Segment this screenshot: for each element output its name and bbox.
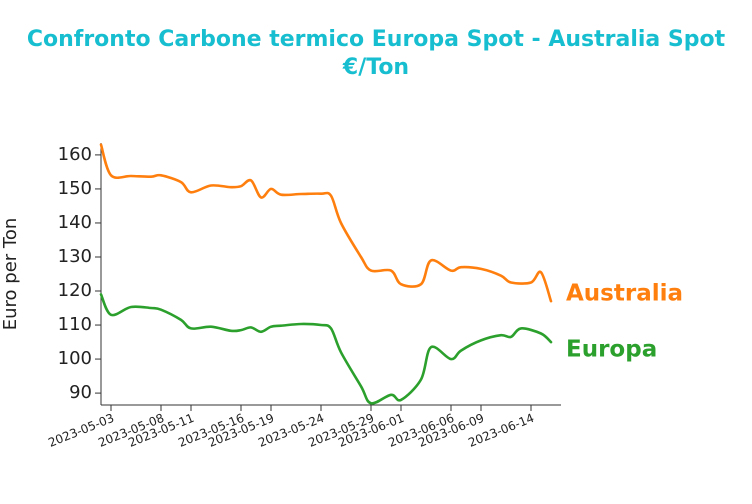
series-label-australia: Australia — [566, 281, 683, 307]
y-tick-label: 140 — [58, 212, 92, 233]
series-group — [99, 143, 553, 405]
series-line-europa — [99, 293, 553, 405]
y-tick-label: 90 — [69, 382, 92, 403]
y-tick-label: 130 — [58, 246, 92, 267]
y-tick-label: 100 — [58, 348, 92, 369]
series-end-labels: Australia Europa — [566, 281, 683, 363]
axes — [100, 143, 561, 406]
chart-title-line-2: €/Ton — [342, 55, 409, 80]
y-tick-label: 120 — [58, 280, 92, 301]
y-axis-ticks: 90 100 110 120 130 140 150 160 — [58, 144, 101, 403]
y-tick-label: 110 — [58, 314, 92, 335]
series-label-europa: Europa — [566, 337, 657, 363]
chart-title-line-1: Confronto Carbone termico Europa Spot - … — [27, 27, 726, 52]
y-tick-label: 160 — [58, 144, 92, 165]
series-line-australia — [99, 143, 553, 303]
y-tick-label: 150 — [58, 178, 92, 199]
y-axis-label: Euro per Ton — [0, 218, 21, 331]
x-axis-ticks: 2023-05-032023-05-082023-05-112023-05-16… — [46, 405, 536, 450]
